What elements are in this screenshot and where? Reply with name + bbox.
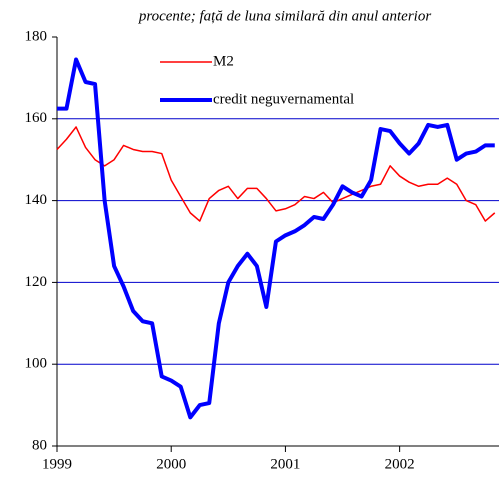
y-tick-label: 100: [25, 356, 48, 372]
y-tick-label: 160: [25, 110, 48, 126]
series-line: [57, 57, 495, 420]
y-tick-label: 180: [25, 28, 48, 44]
series-line: [56, 126, 496, 222]
legend-label: credit neguvernamental: [213, 91, 354, 107]
x-tick-label: 2000: [156, 456, 186, 472]
x-tick-label: 1999: [42, 456, 72, 472]
x-tick-label: 2001: [270, 456, 300, 472]
legend: [152, 47, 402, 117]
x-tick-label: 2002: [385, 456, 415, 472]
y-tick-label: 140: [25, 192, 48, 208]
legend-label: M2: [213, 53, 234, 69]
chart-title: procente; față de luna similară din anul…: [138, 8, 432, 24]
y-tick-label: 120: [25, 274, 48, 290]
y-tick-label: 80: [32, 437, 47, 453]
